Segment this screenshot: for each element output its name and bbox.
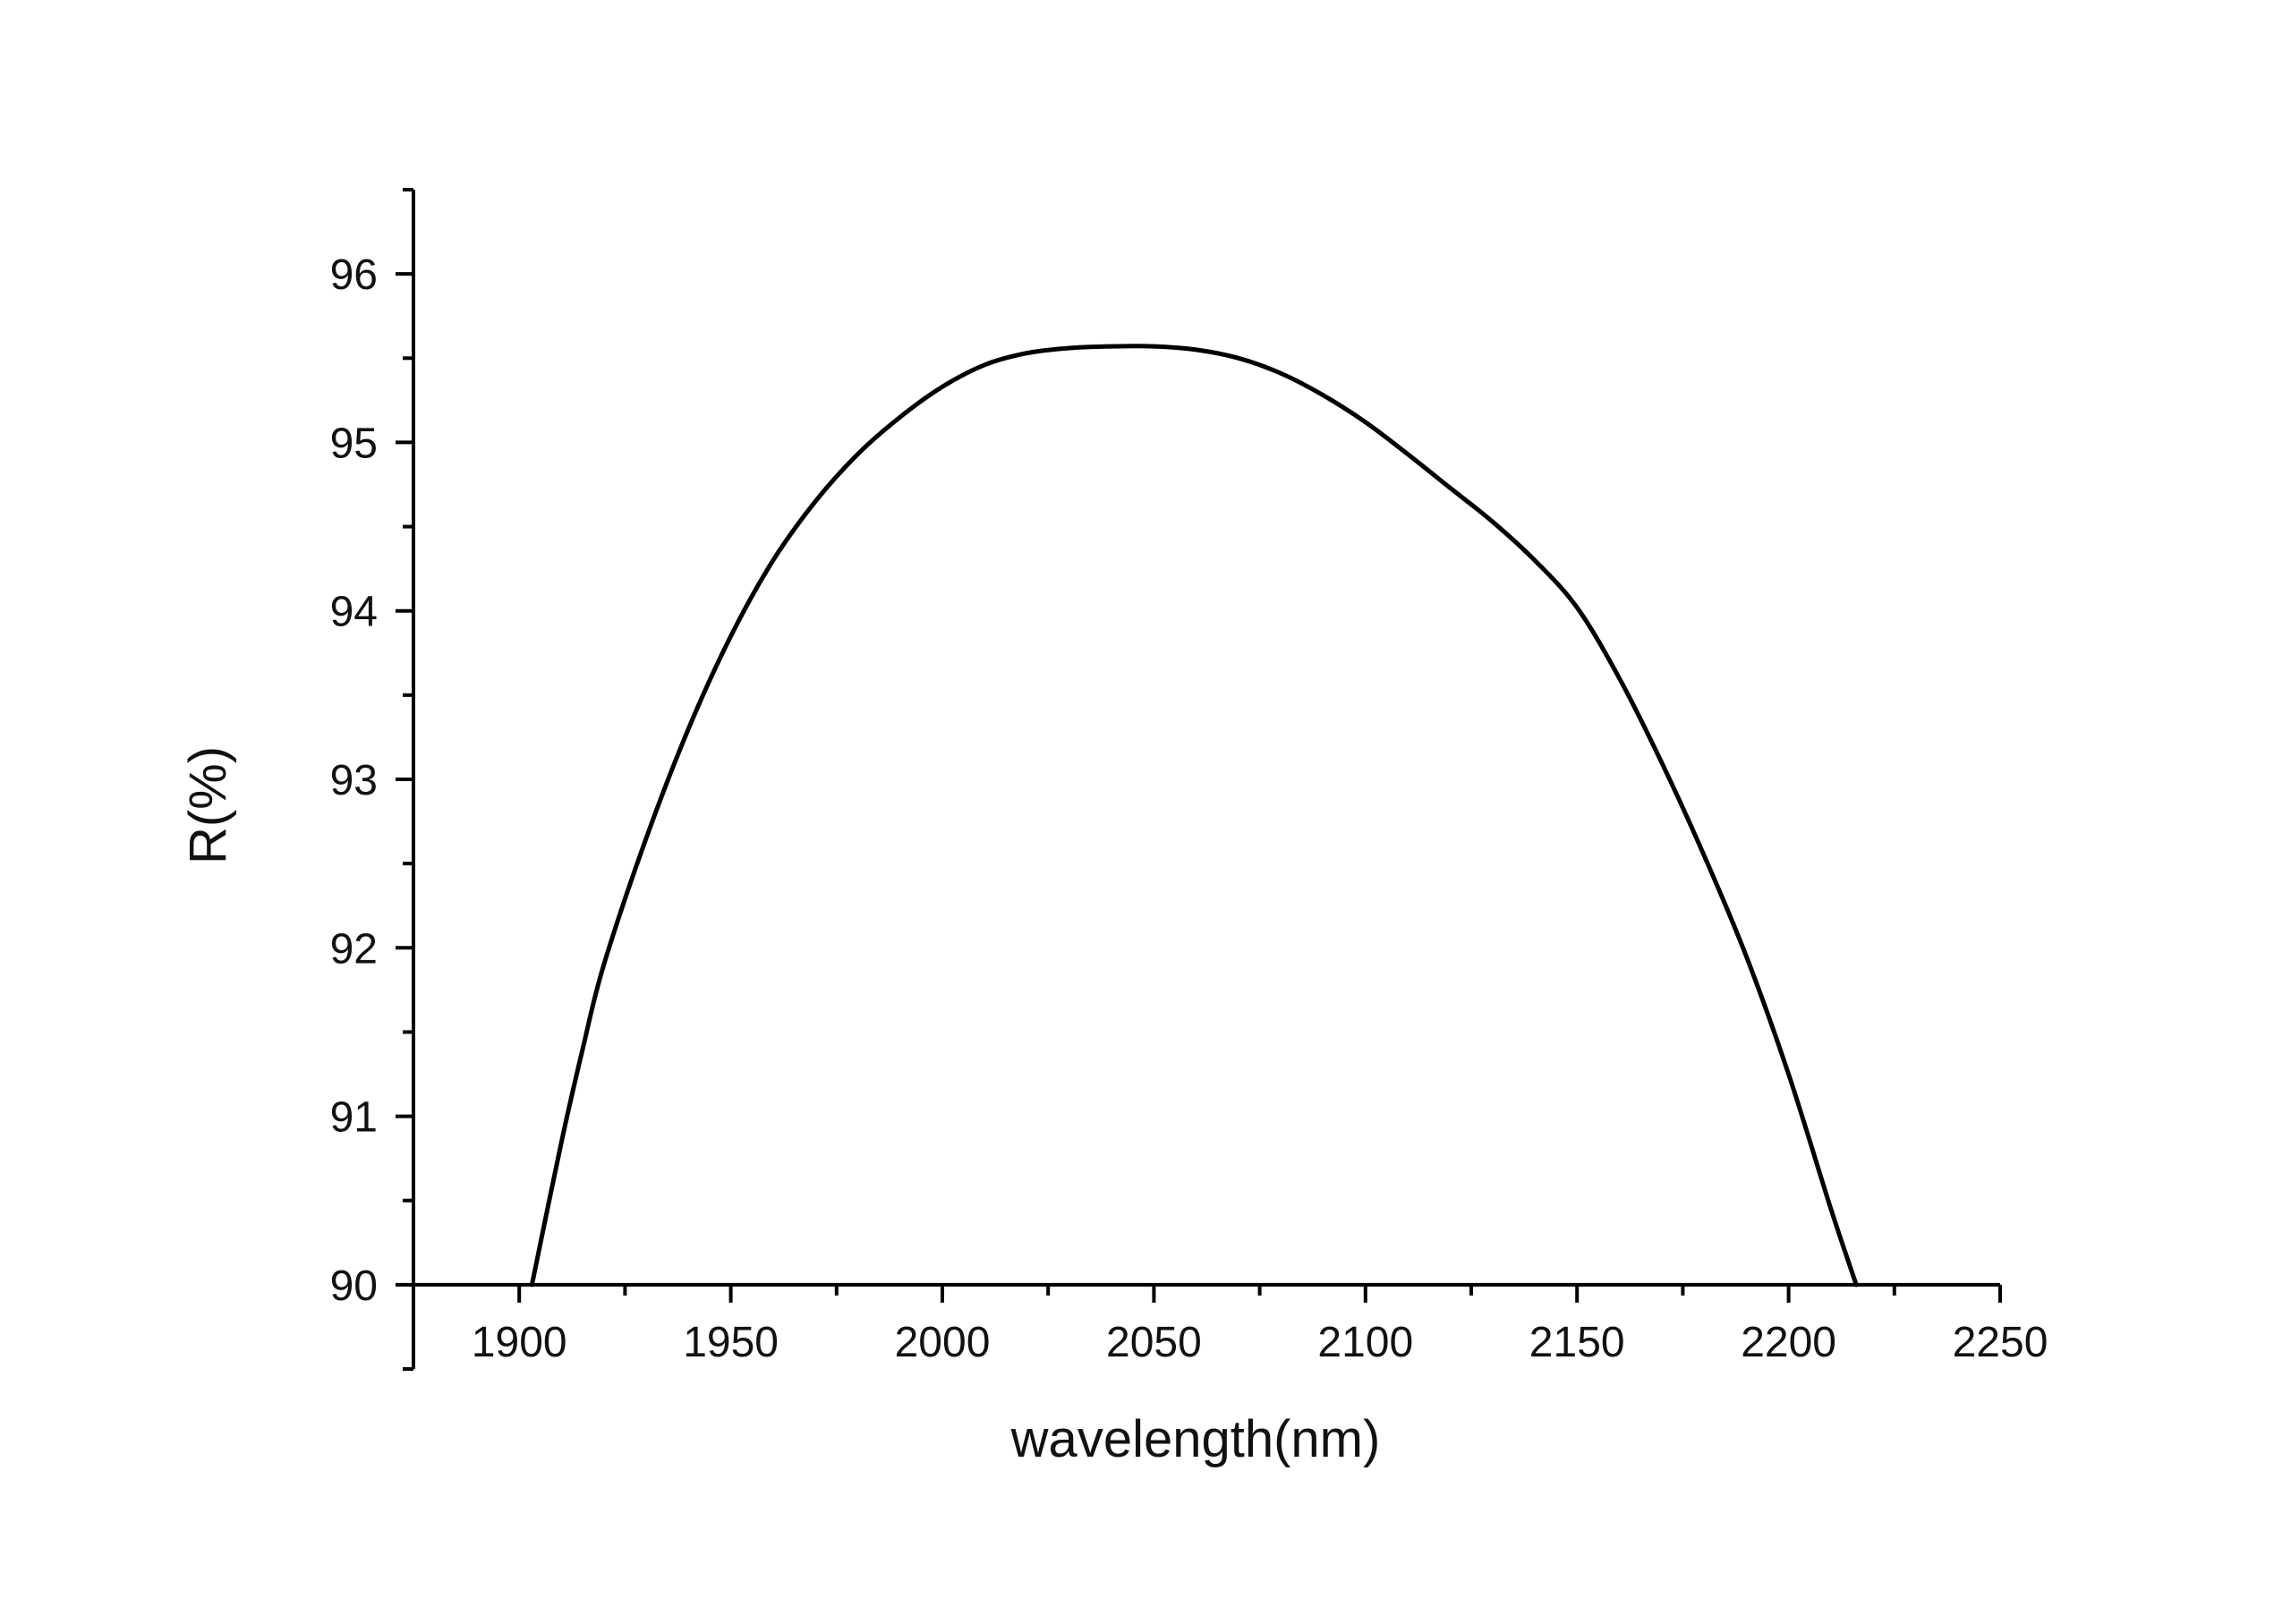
x-tick-label: 2100 (1317, 1319, 1413, 1366)
x-tick-label: 2050 (1106, 1319, 1202, 1366)
y-tick-label: 90 (330, 1263, 378, 1310)
y-tick-label: 92 (330, 925, 378, 973)
y-tick-label: 95 (330, 420, 378, 467)
x-tick-label: 2000 (895, 1319, 991, 1366)
axes-layer (412, 190, 2000, 1369)
x-tick-label: 2250 (1953, 1319, 2048, 1366)
y-axis-title: R(%) (179, 746, 237, 864)
x-tick-label: 2200 (1741, 1319, 1836, 1366)
x-tick-label: 1900 (472, 1319, 567, 1366)
x-axis-title: wavelength(nm) (1010, 1410, 1381, 1468)
tick-labels-layer: 90 91 92 93 94 95 96 1900 1950 2000 2050 2100 2150 22… (330, 251, 2048, 1366)
y-tick-label: 94 (330, 589, 378, 636)
ticks-layer (396, 188, 2002, 1371)
y-tick-label: 91 (330, 1094, 378, 1142)
y-tick-label: 96 (330, 251, 378, 299)
reflectance-series-line (529, 344, 1859, 1288)
y-tick-label: 93 (330, 757, 378, 804)
x-tick-label: 1950 (683, 1319, 779, 1366)
series-layer (529, 344, 1859, 1288)
x-tick-label: 2150 (1529, 1319, 1625, 1366)
